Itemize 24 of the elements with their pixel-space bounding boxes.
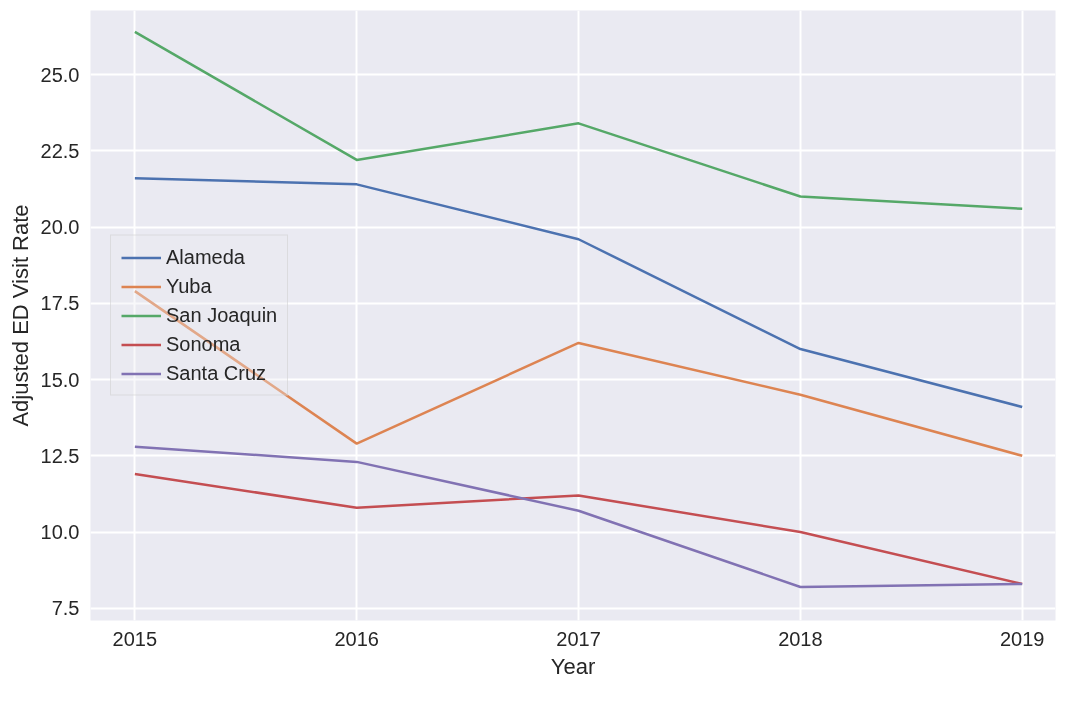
y-tick-label: 22.5 [40,139,80,162]
x-tick-label: 2015 [112,627,158,650]
y-tick-label: 15.0 [40,368,80,391]
x-axis-title: Year [550,653,596,679]
legend-label: Santa Cruz [166,361,267,385]
y-tick-label: 17.5 [40,292,80,315]
y-axis-title: Adjusted ED Visit Rate [7,204,33,427]
line-series [133,472,1024,586]
line-series [133,445,1024,589]
legend-label: Yuba [166,274,212,298]
x-tick-label: 2019 [999,627,1045,650]
x-tick-label: 2018 [778,627,823,650]
y-tick-label: 20.0 [40,216,80,239]
x-tick-label: 2017 [556,627,601,650]
line-series [133,30,1024,210]
y-tick-label: 7.5 [51,597,80,620]
x-tick-label: 2016 [334,627,379,650]
legend-label: San Joaquin [166,303,278,327]
line-series [133,177,1024,409]
y-tick-label: 25.0 [40,63,80,86]
y-tick-label: 12.5 [40,444,80,467]
legend-label: Alameda [166,245,245,269]
y-tick-label: 10.0 [40,521,80,544]
legend-label: Sonoma [166,332,241,356]
